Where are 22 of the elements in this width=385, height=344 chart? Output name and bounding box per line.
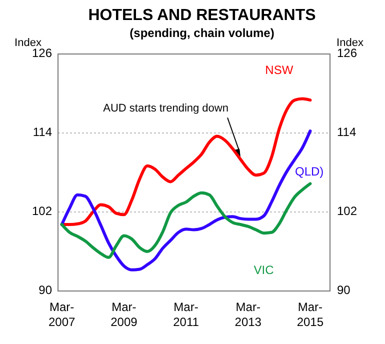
x-tick-label: Mar-2011 [173,300,200,329]
x-tick-label: Mar-2009 [110,300,138,329]
series-label: QLD) [294,164,324,178]
chart-title: HOTELS AND RESTAURANTS [88,7,316,24]
y2-tick-label: 102 [337,204,358,218]
y-axis-title: Index [14,37,42,49]
line-series [60,182,312,259]
y2-tick-label: 126 [337,46,358,60]
x-tick-label: Mar-2007 [48,300,76,329]
x-tick-label: Mar-2013 [234,300,262,329]
y2-tick-label: 90 [337,283,351,298]
y-tick-label: 102 [32,204,52,218]
annotation: AUD starts trending down [103,102,228,115]
chart-subtitle: (spending, chain volume) [130,26,274,40]
y2-axis-title: Index [336,37,364,49]
y2-tick-label: 114 [337,125,356,140]
text: VIC [254,263,274,278]
y-tick-label: 114 [32,125,52,140]
x-tick-label: Mar-2015 [296,300,324,329]
y-tick-label: 90 [38,283,52,298]
series-label: NSW [265,63,294,78]
y-tick-label: 126 [32,46,52,60]
